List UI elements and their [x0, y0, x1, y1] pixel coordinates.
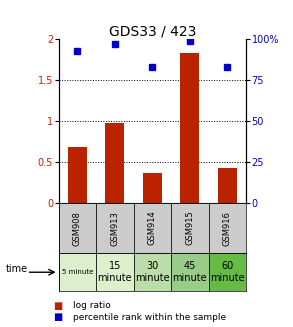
Text: ■: ■	[53, 301, 62, 311]
Bar	[59, 203, 96, 253]
Text: percentile rank within the sample: percentile rank within the sample	[73, 313, 226, 322]
Bar	[134, 203, 171, 253]
Bar	[180, 53, 199, 203]
Bar	[59, 253, 96, 291]
Text: 60
minute: 60 minute	[210, 261, 245, 283]
Bar	[96, 203, 134, 253]
Text: log ratio: log ratio	[73, 301, 111, 310]
Text: GSM913: GSM913	[110, 211, 119, 246]
Bar	[134, 253, 171, 291]
Text: 15
minute: 15 minute	[98, 261, 132, 283]
Bar	[105, 123, 124, 203]
Bar	[143, 173, 162, 203]
Text: 30
minute: 30 minute	[135, 261, 170, 283]
Bar	[171, 253, 209, 291]
Text: time: time	[6, 264, 28, 274]
Bar	[68, 147, 87, 203]
Title: GDS33 / 423: GDS33 / 423	[109, 24, 196, 38]
Text: 5 minute: 5 minute	[62, 269, 93, 275]
Bar	[171, 203, 209, 253]
Text: ■: ■	[53, 312, 62, 322]
Bar	[209, 253, 246, 291]
Text: GSM908: GSM908	[73, 211, 82, 246]
Bar	[96, 253, 134, 291]
Text: GSM914: GSM914	[148, 211, 157, 246]
Text: GSM915: GSM915	[185, 211, 194, 246]
Bar	[209, 203, 246, 253]
Bar	[218, 168, 237, 203]
Text: GSM916: GSM916	[223, 211, 232, 246]
Text: 45
minute: 45 minute	[173, 261, 207, 283]
